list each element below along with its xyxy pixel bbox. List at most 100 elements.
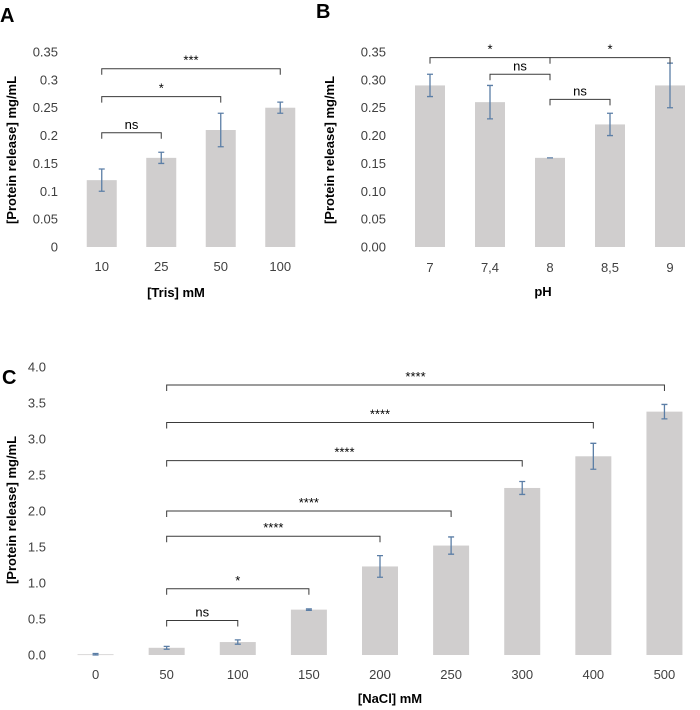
panel-c-significance-bracket: [166, 588, 310, 595]
panel-a-significance-bracket: [101, 96, 222, 103]
panel-c-x-tick-label: 0: [92, 667, 99, 682]
panel-c-error-bar-100: [234, 639, 241, 645]
panel-b-significance-bracket: [549, 98, 611, 106]
panel-c-x-tick-label: 200: [369, 667, 391, 682]
panel-a-x-tick-label: 10: [95, 259, 109, 274]
panel-c-significance-label: ns: [195, 604, 209, 619]
panel-b-y-tick-label: 0.10: [361, 184, 386, 199]
panel-c-error-bar-300: [519, 480, 526, 496]
panel-b-significance-label: ns: [573, 83, 587, 98]
panel-a-y-tick-label: 0.15: [33, 156, 58, 171]
panel-a-y-tick-label: 0.3: [40, 72, 58, 87]
panel-b-bar-9: [655, 85, 685, 247]
panel-b-x-tick-label: 7,4: [481, 260, 499, 275]
panel-c-y-tick-label: 2.5: [28, 468, 46, 483]
panel-c-x-tick-label: 250: [440, 667, 462, 682]
panel-c-bar-100: [219, 642, 256, 655]
panel-a-letter: A: [0, 5, 14, 27]
panel-b-letter: B: [316, 1, 330, 23]
panel-c-x-tick-label: 500: [654, 667, 676, 682]
panel-c-error-bar-150: [305, 608, 312, 612]
panel-a-bar-100: [265, 107, 296, 247]
panel-c-y-tick-label: 4.0: [28, 360, 46, 375]
panel-c-significance: ns*********************: [166, 369, 665, 627]
panel-b-significance-bracket: [489, 73, 551, 81]
panel-b-y-ticks: 0.00 0.05 0.10 0.15 0.20 0.25 0.30 0.35: [361, 45, 386, 255]
panel-b-significance: * ns ns *: [429, 42, 671, 106]
panel-c-significance-label: ****: [370, 406, 390, 421]
panel-c-significance-label: ****: [263, 520, 283, 535]
panel-c-error-bar-400: [590, 442, 597, 470]
panel-c-y-ticks: 0.0 0.5 1.0 1.5 2.0 2.5 3.0 3.5 4.0: [28, 360, 46, 663]
panel-a-significance-label: ns: [125, 117, 139, 132]
panel-a-x-tick-label: 50: [214, 259, 228, 274]
panel-a-bar-50: [205, 130, 236, 247]
panel-c-y-tick-label: 2.0: [28, 504, 46, 519]
panel-b-y-tick-label: 0.35: [361, 45, 386, 60]
panel-b-y-tick-label: 0.05: [361, 212, 386, 227]
panel-c-y-tick-label: 3.0: [28, 432, 46, 447]
panel-a-error-bar-50: [217, 112, 224, 148]
panel-b-significance-label: *: [607, 42, 612, 57]
panel-a-x-axis-title: [Tris] mM: [147, 285, 205, 300]
panel-c-bar-500: [646, 411, 683, 655]
panel-c-significance-bracket: [166, 535, 381, 543]
panel-c-significance-label: *: [235, 573, 240, 588]
panel-a-significance-bracket: [101, 68, 281, 75]
panel-b-bar-7,4: [475, 102, 505, 248]
panel-c-y-axis-title: [Protein release] mg/mL: [4, 436, 19, 584]
panel-c-significance-label: ****: [405, 369, 425, 384]
panel-c-error-bar-500: [661, 403, 668, 420]
panel-a-significance-label: *: [159, 81, 164, 96]
panel-b-bar-8: [535, 157, 565, 247]
panel-c-y-tick-label: 1.5: [28, 540, 46, 555]
panel-a-significance-label: ***: [183, 53, 198, 68]
panel-a-y-tick-label: 0.35: [33, 45, 58, 60]
panel-b-y-tick-label: 0.20: [361, 128, 386, 143]
panel-a-y-tick-label: 0.25: [33, 100, 58, 115]
panel-a-error-bar-25: [158, 151, 165, 165]
panel-c-significance-bracket: [166, 384, 665, 391]
panel-b-y-tick-label: 0.15: [361, 156, 386, 171]
panel-a: A [Protein release] mg/mL [Tris] mM 0 0.0…: [0, 5, 296, 300]
panel-c-error-bar-0: [92, 652, 99, 656]
panel-a-x-tick-label: 25: [154, 259, 168, 274]
panel-a-x-tick-label: 100: [269, 259, 291, 274]
panel-a-error-bar-100: [277, 101, 284, 114]
panel-a-error-bar-10: [98, 168, 105, 192]
panel-b-x-tick-label: 7: [426, 260, 433, 275]
panel-c-x-tick-label: 100: [227, 667, 249, 682]
panel-c-y-tick-label: 3.5: [28, 396, 46, 411]
panel-c-y-tick-label: 0.5: [28, 612, 46, 627]
panel-c-bar-250: [433, 545, 470, 655]
panel-b-x-axis-title: pH: [534, 284, 551, 299]
panel-b-x-tick-label: 8: [546, 260, 553, 275]
panel-c-bar-150: [290, 609, 327, 655]
panel-c-x-tick-label: 50: [159, 667, 173, 682]
panel-c-bar-400: [575, 456, 612, 655]
panel-c-error-bar-50: [163, 645, 170, 650]
panel-c-bar-300: [504, 487, 541, 655]
panel-b-significance-label: *: [487, 42, 492, 57]
panel-b: B [Protein release] mg/mL pH 0.00 0.05 0.1…: [316, 1, 685, 299]
panel-a-y-ticks: 0 0.05 0.1 0.15 0.2 0.25 0.3 0.35: [33, 45, 58, 255]
panel-b-error-bar-7: [427, 73, 433, 98]
panel-c-significance-bracket: [166, 421, 594, 429]
panel-c-significance-bracket: [166, 510, 452, 517]
panel-a-y-tick-label: 0.2: [40, 128, 58, 143]
panel-a-x-ticks: 10 25 50 100: [95, 259, 292, 274]
panel-a-bars: [86, 107, 296, 247]
panel-c-significance-bracket: [166, 619, 239, 627]
panel-b-y-tick-label: 0.25: [361, 100, 386, 115]
panel-c-error-bars: [92, 403, 668, 656]
panel-c-x-axis-title: [NaCl] mM: [358, 691, 422, 706]
panel-c-bar-50: [148, 647, 185, 655]
panel-c-error-bar-200: [377, 554, 383, 578]
panel-b-error-bar-8,5: [607, 112, 613, 137]
panel-c-significance-label: ****: [334, 445, 354, 460]
panel-b-significance-bracket: [549, 57, 671, 64]
panel-b-x-ticks: 7 7,4 8 8,5 9: [426, 260, 673, 275]
panel-b-x-tick-label: 9: [666, 260, 673, 275]
panel-c-x-ticks: 0 50 100 150 200 250 300 400 500: [92, 667, 675, 682]
